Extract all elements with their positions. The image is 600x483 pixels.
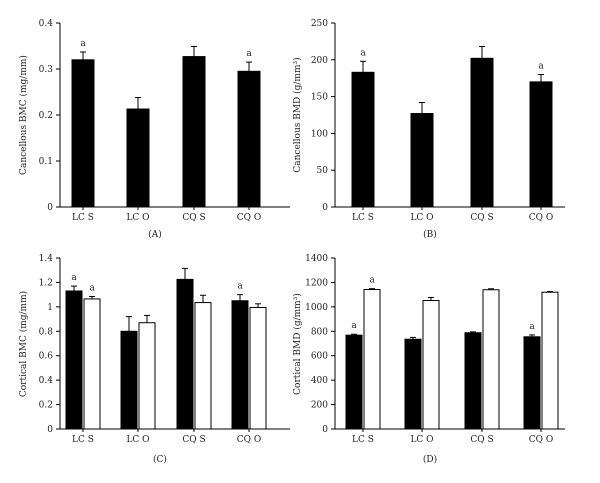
bar-cq-o-series-2 [541, 291, 559, 430]
bar-cq-s-series-2 [194, 302, 212, 430]
bar-lc-s-series-1 [65, 290, 83, 430]
y-tick-label: 200 [311, 56, 328, 66]
y-tick-label: 400 [311, 376, 328, 386]
y-tick-label: 0.4 [39, 19, 54, 29]
bar-lc-o-series-1 [410, 113, 434, 208]
significance-label: a [246, 49, 252, 59]
y-axis-label: Cortical BMC (mg/mm) [18, 291, 29, 397]
bar-cq-o-series-2 [249, 306, 267, 430]
bar-lc-o-series-1 [120, 330, 138, 430]
x-tick-label: LC S [352, 213, 374, 223]
panel-label: (D) [423, 454, 437, 465]
y-tick-label: 0.6 [39, 352, 54, 362]
y-tick-label: 0.8 [39, 327, 54, 337]
significance-label: a [351, 321, 357, 331]
bar-lc-o-series-2 [138, 322, 156, 430]
y-tick-label: 0.4 [39, 376, 54, 386]
y-tick-label: 1000 [305, 303, 328, 313]
bar-cq-o-series-1 [231, 300, 249, 430]
x-tick-label: CQ O [237, 213, 262, 223]
x-tick-label: LC O [126, 213, 149, 223]
x-tick-label: LC S [352, 435, 374, 445]
y-tick-label: 600 [311, 352, 328, 362]
significance-label: a [369, 276, 375, 286]
y-axis-label: Cancellous BMC (mg/mm) [18, 55, 29, 175]
panel-label: (A) [148, 229, 162, 240]
y-tick-label: 250 [311, 19, 328, 29]
x-tick-label: LC S [72, 213, 94, 223]
significance-label: a [538, 62, 544, 72]
x-tick-label: LC S [72, 435, 94, 445]
y-axis-label: Cortical BMD (g/mm³) [292, 293, 303, 395]
bar-cq-s-series-1 [182, 56, 206, 208]
y-tick-label: 800 [311, 327, 328, 337]
chart-panel-4: 0 200 400 600 800 1000 1200 1400 Cortical BMD (g… [292, 254, 565, 465]
x-tick-label: CQ O [237, 435, 262, 445]
bar-cq-o-series-1 [529, 81, 553, 208]
x-tick-label: CQ S [182, 435, 205, 445]
x-tick-label: CQ S [470, 213, 493, 223]
bar-cq-s-series-2 [482, 289, 500, 430]
y-tick-label: 100 [311, 129, 328, 139]
y-tick-label: 150 [311, 93, 328, 103]
bar-cq-s-series-1 [464, 332, 482, 430]
bar-lc-s-series-2 [363, 289, 381, 430]
panel-label: (B) [423, 229, 437, 240]
chart-panel-3: 0 0.2 0.4 0.6 0.8 1 1.2 1.4 Cortical BMC (mg/mm)… [18, 254, 290, 465]
y-tick-label: 0.2 [39, 111, 53, 121]
bar-lc-o-series-2 [422, 300, 440, 430]
y-axis-label: Cancellous BMD (g/mm³) [292, 57, 303, 172]
bar-cq-s-series-1 [470, 57, 494, 208]
y-tick-label: 0 [322, 425, 328, 435]
bar-lc-s-series-1 [351, 71, 375, 208]
x-tick-label: CQ S [470, 435, 493, 445]
significance-label: a [529, 322, 535, 332]
y-tick-label: 0 [47, 425, 53, 435]
y-tick-label: 0.1 [39, 157, 53, 167]
x-tick-label: LC O [126, 435, 149, 445]
y-tick-label: 50 [317, 166, 329, 176]
y-tick-label: 200 [311, 401, 328, 411]
bar-cq-o-series-1 [237, 70, 261, 208]
y-tick-label: 1 [47, 303, 53, 313]
x-tick-label: CQ S [182, 213, 205, 223]
chart-panel-1: 0 0.1 0.2 0.3 0.4 Cancellous BMC (mg/mm) LC S L… [18, 19, 290, 240]
y-tick-label: 1.2 [39, 278, 53, 288]
bar-lc-s-series-2 [83, 298, 101, 430]
significance-label: a [71, 273, 77, 283]
chart-panel-2: 0 50 100 150 200 250 Cancellous BMD (g/mm³) LC … [292, 19, 565, 240]
panel-label: (C) [153, 454, 167, 465]
y-tick-label: 0 [322, 203, 328, 213]
x-tick-label: LC O [410, 435, 433, 445]
significance-label: a [360, 48, 366, 58]
y-tick-label: 1200 [305, 278, 328, 288]
y-tick-label: 1.4 [39, 254, 54, 264]
x-tick-label: CQ O [529, 435, 554, 445]
y-tick-label: 1400 [305, 254, 328, 264]
bar-lc-o-series-1 [126, 108, 150, 208]
significance-label: a [80, 39, 86, 49]
bar-lc-s-series-1 [345, 334, 363, 430]
y-tick-label: 0 [47, 203, 53, 213]
y-tick-label: 0.2 [39, 401, 53, 411]
bar-cq-s-series-1 [176, 278, 194, 430]
bar-lc-o-series-1 [404, 338, 422, 430]
significance-label: a [237, 282, 243, 292]
bar-cq-o-series-1 [523, 336, 541, 430]
x-tick-label: CQ O [529, 213, 554, 223]
x-tick-label: LC O [410, 213, 433, 223]
y-tick-label: 0.3 [39, 65, 54, 75]
bar-lc-s-series-1 [71, 59, 95, 208]
significance-label: a [89, 283, 95, 293]
